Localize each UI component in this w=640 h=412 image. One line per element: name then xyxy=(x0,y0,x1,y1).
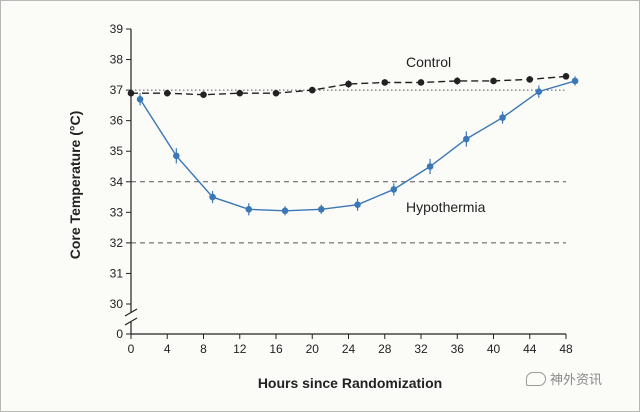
data-point-hypothermia-1 xyxy=(173,152,180,160)
x-tick-label-48: 48 xyxy=(559,342,573,356)
y-tick-label-36: 36 xyxy=(110,114,124,128)
y-tick-label-35: 35 xyxy=(110,144,124,158)
data-point-hypothermia-11 xyxy=(535,88,543,95)
data-point-hypothermia-12 xyxy=(571,77,579,85)
y-tick-label-38: 38 xyxy=(110,53,124,67)
x-tick-label-20: 20 xyxy=(306,342,320,356)
x-tick-label-16: 16 xyxy=(269,342,283,356)
y-axis-title: Core Temperature (°C) xyxy=(67,111,83,259)
data-point-control-11 xyxy=(526,76,534,83)
data-point-hypothermia-9 xyxy=(463,135,470,143)
data-point-control-9 xyxy=(453,77,461,85)
data-point-hypothermia-10 xyxy=(499,114,506,121)
data-point-control-7 xyxy=(381,79,389,86)
watermark: 神外资讯 xyxy=(526,369,602,388)
x-axis-title: Hours since Randomization xyxy=(258,375,442,391)
data-point-control-2 xyxy=(200,91,207,98)
series-line-hypothermia xyxy=(139,80,576,212)
hypothermia-series-label: Hypothermia xyxy=(406,199,486,215)
y-tick-label-37: 37 xyxy=(110,83,124,97)
data-point-hypothermia-5 xyxy=(318,205,325,213)
axis-break-mark-lower xyxy=(124,317,138,326)
x-tick-label-44: 44 xyxy=(523,342,537,356)
data-point-hypothermia-7 xyxy=(390,186,398,193)
y-tick-label-33: 33 xyxy=(110,205,124,219)
y-tick-label-0: 0 xyxy=(116,327,123,341)
control-series-label: Control xyxy=(406,54,451,70)
x-tick-label-24: 24 xyxy=(342,342,356,356)
data-point-control-5 xyxy=(308,86,316,94)
x-tick-label-28: 28 xyxy=(378,342,392,356)
data-point-control-12 xyxy=(562,73,570,80)
x-tick-label-32: 32 xyxy=(414,342,428,356)
data-point-control-4 xyxy=(272,89,280,97)
data-point-control-6 xyxy=(345,80,352,88)
x-tick-label-40: 40 xyxy=(487,342,501,356)
x-tick-label-12: 12 xyxy=(233,342,247,356)
data-point-control-8 xyxy=(417,79,425,86)
speech-bubble-icon xyxy=(526,371,546,386)
y-tick-label-39: 39 xyxy=(110,22,124,36)
x-tick-label-8: 8 xyxy=(200,342,207,356)
y-tick-label-31: 31 xyxy=(110,266,124,280)
y-tick-label-34: 34 xyxy=(110,175,124,189)
watermark-text: 神外资讯 xyxy=(550,373,603,388)
x-tick-label-36: 36 xyxy=(451,342,465,356)
data-point-control-0 xyxy=(127,89,135,97)
data-point-hypothermia-8 xyxy=(426,163,434,170)
data-point-hypothermia-6 xyxy=(354,201,361,208)
data-point-control-1 xyxy=(163,89,171,97)
data-point-control-3 xyxy=(236,89,244,97)
data-point-hypothermia-0 xyxy=(136,95,144,103)
x-tick-label-0: 0 xyxy=(128,342,135,356)
data-point-control-10 xyxy=(490,77,497,85)
y-tick-label-30: 30 xyxy=(110,297,124,311)
y-tick-label-32: 32 xyxy=(110,236,124,250)
axis-break-mark-upper xyxy=(124,308,138,317)
data-point-hypothermia-4 xyxy=(281,207,289,215)
x-tick-label-4: 4 xyxy=(164,342,171,356)
data-point-hypothermia-2 xyxy=(209,193,216,201)
data-point-hypothermia-3 xyxy=(245,205,253,213)
